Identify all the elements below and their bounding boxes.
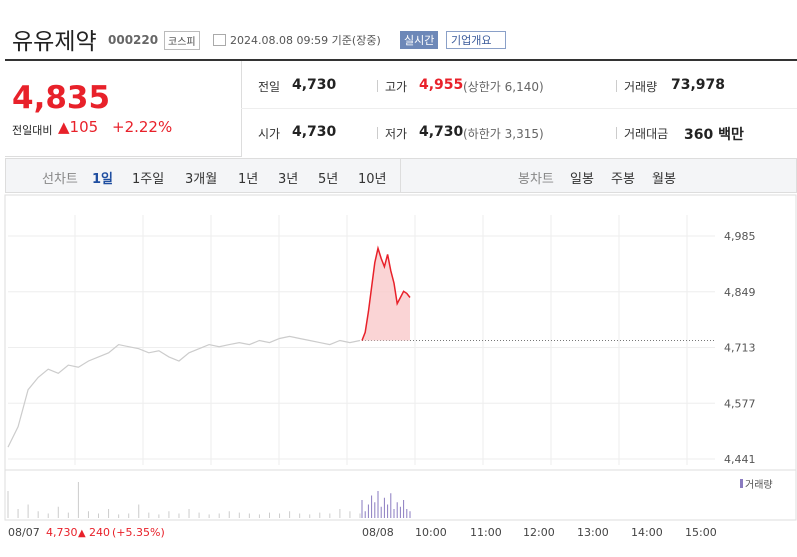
stat-value: 4,730 — [292, 124, 337, 140]
period-tab[interactable]: 1년 — [238, 172, 259, 187]
legend-label: 거래량 — [745, 479, 773, 491]
divider — [400, 158, 401, 193]
x-tick-label: 12:00 — [523, 526, 555, 539]
stat-value: 360 백만 — [684, 127, 744, 143]
x-tick-label: 08/07 — [8, 526, 40, 539]
price-line — [7, 335, 361, 448]
stat-label: 저가 — [385, 127, 408, 141]
y-tick-label: 4,577 — [724, 397, 756, 410]
period-tab[interactable]: 5년 — [318, 172, 339, 187]
stat-label: 고가 — [385, 80, 408, 94]
candle-tab[interactable]: 월봉 — [652, 172, 676, 187]
x-tick-label: 13:00 — [577, 526, 609, 539]
x-tick-label: 14:00 — [631, 526, 663, 539]
stat-separator — [616, 127, 617, 139]
candle-tab[interactable]: 일봉 — [570, 172, 594, 187]
footer-close: 4,730 — [46, 526, 78, 539]
divider — [5, 59, 797, 61]
y-tick-label: 4,849 — [724, 286, 756, 299]
candle-chart-label: 봉차트 — [518, 172, 554, 187]
overview-button[interactable]: 기업개요 — [446, 31, 507, 49]
stat-separator — [616, 80, 617, 92]
stat-separator — [377, 127, 378, 139]
calendar-icon — [213, 34, 226, 46]
current-price: 4,835 — [12, 80, 111, 116]
line-chart-label: 선차트 — [42, 172, 78, 187]
plot-frame — [4, 194, 797, 521]
y-tick-label: 4,985 — [724, 230, 756, 243]
footer-change: 240 — [89, 526, 110, 539]
stat-value: 4,955 — [419, 77, 464, 93]
change-rate: +2.22% — [112, 118, 173, 136]
realtime-button[interactable]: 실시간 — [400, 31, 439, 49]
change: ▲105 — [58, 118, 99, 136]
x-tick-label: 11:00 — [470, 526, 502, 539]
stat-value: 4,730 — [419, 124, 464, 140]
stat-value: 73,978 — [671, 77, 726, 93]
tab-bar — [5, 158, 797, 193]
divider — [241, 108, 797, 109]
period-tab[interactable]: 1일 — [92, 172, 114, 187]
stat-label: 거래대금 — [624, 127, 669, 141]
candle-tab[interactable]: 주봉 — [611, 172, 635, 187]
period-tab[interactable]: 3개월 — [185, 172, 218, 187]
legend-swatch — [740, 479, 743, 488]
period-tab[interactable]: 3년 — [278, 172, 299, 187]
stat-value: 4,730 — [292, 77, 337, 93]
stock-name: 유유제약 — [12, 29, 97, 55]
footer-arrow: ▲ — [78, 528, 86, 539]
stat-label: 전일 — [258, 80, 281, 94]
price-line — [361, 245, 411, 341]
stat-label: 거래량 — [624, 80, 658, 94]
stat-extra: (하한가 3,315) — [463, 127, 544, 141]
x-tick-label: 15:00 — [685, 526, 717, 539]
stock-code: 000220 — [108, 33, 159, 47]
market-badge: 코스피 — [164, 31, 200, 50]
stat-label: 시가 — [258, 127, 281, 141]
x-tick-label: 10:00 — [415, 526, 447, 539]
price-panel — [5, 61, 242, 157]
datetime: 2024.08.08 09:59 기준(장중) — [230, 34, 381, 47]
change-label: 전일대비 — [12, 124, 53, 137]
period-tab[interactable]: 1주일 — [132, 172, 165, 187]
stat-extra: (상한가 6,140) — [463, 80, 544, 94]
period-tab[interactable]: 10년 — [358, 172, 387, 187]
x-tick-label: 08/08 — [362, 526, 394, 539]
change-value: 105 — [69, 118, 99, 136]
footer-rate: (+5.35%) — [112, 526, 165, 539]
y-tick-label: 4,713 — [724, 342, 756, 355]
y-tick-label: 4,441 — [724, 453, 756, 466]
stat-separator — [377, 80, 378, 92]
